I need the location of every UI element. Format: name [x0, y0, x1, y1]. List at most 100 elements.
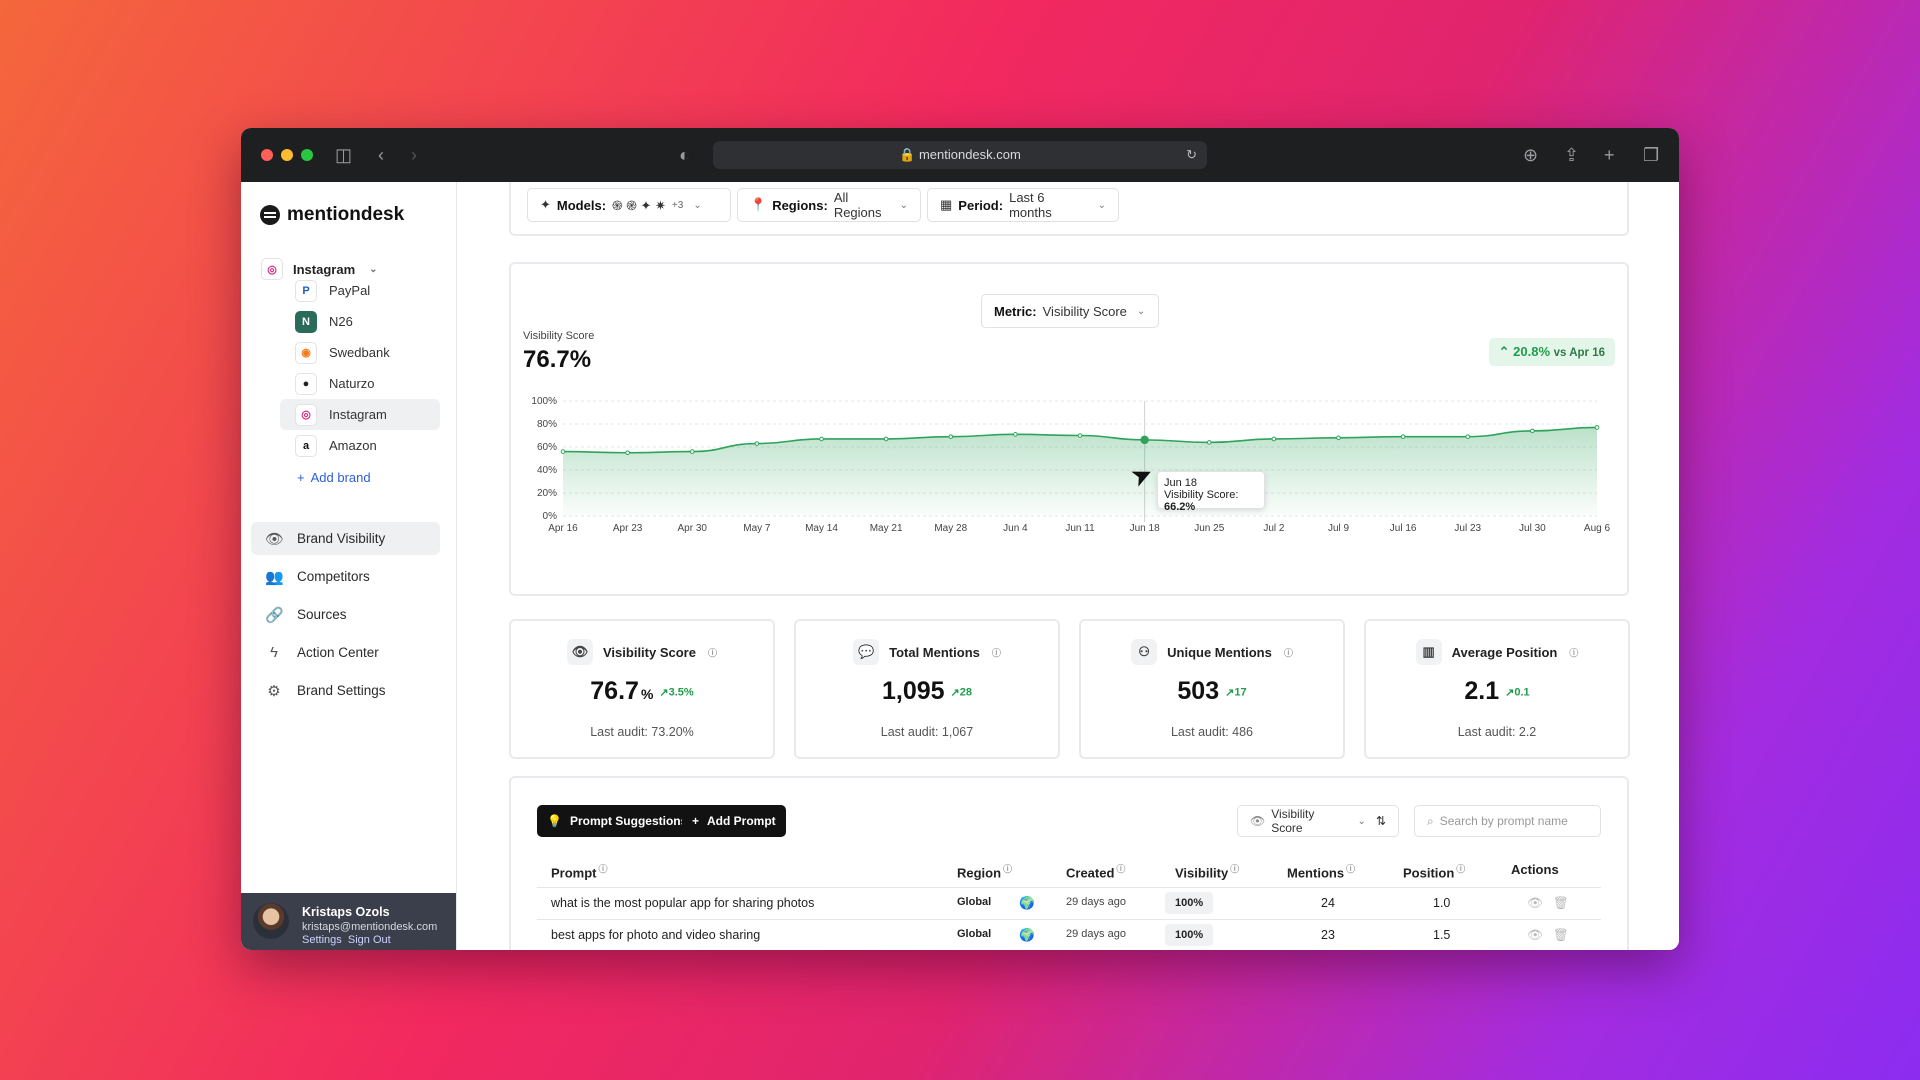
sort-order-icon[interactable]: ⇅ [1375, 814, 1386, 828]
column-header-actions: Actions [1511, 862, 1559, 877]
eye-icon: 👁 [265, 530, 285, 548]
prompt-search-input[interactable]: ⌕ Search by prompt name [1414, 805, 1601, 837]
period-filter[interactable]: ▦ Period: Last 6 months ⌄ [927, 188, 1119, 222]
main-content: ✦ Models: ֍ ֎ ✦ ✷ +3 ⌄ 📍 Regions: All Regi… [457, 182, 1679, 950]
privacy-shield-icon[interactable]: ◐ [679, 145, 690, 165]
sidebar-toggle-icon[interactable]: ◫ [335, 145, 353, 165]
brand-item-amazon[interactable]: a Amazon [280, 430, 440, 461]
nav-label: Sources [297, 607, 347, 622]
brand-item-n26[interactable]: N N26 [280, 306, 440, 337]
nav-sources[interactable]: 🔗 Sources [251, 598, 440, 631]
trend-up-icon: ↗ [1225, 686, 1235, 699]
y-tick-label: 100% [531, 396, 557, 407]
main-nav: 👁 Brand Visibility 👥 Competitors 🔗 Sources … [251, 522, 440, 712]
brand-label: Instagram [329, 407, 387, 422]
prompt-suggestions-button[interactable]: 💡 Prompt Suggestions [537, 805, 698, 837]
button-label: Prompt Suggestions [569, 814, 688, 828]
visibility-badge: 100% [1165, 892, 1214, 914]
trash-icon[interactable]: 🗑 [1553, 896, 1569, 910]
kpi-change: 28 [959, 686, 973, 699]
column-header-created[interactable]: Created ⓘ [1066, 862, 1125, 880]
column-header-mentions[interactable]: Mentions ⓘ [1287, 862, 1355, 880]
metric-value: Visibility Score [1042, 303, 1127, 319]
view-icon[interactable]: 👁 [1527, 896, 1543, 910]
close-window-button[interactable] [261, 149, 273, 161]
brand-switcher[interactable]: ◎ Instagram ⌄ [261, 258, 378, 280]
help-icon[interactable]: ⓘ [991, 647, 1001, 658]
chevron-down-icon: ⌄ [1136, 305, 1146, 317]
column-header-visibility[interactable]: Visibility ⓘ [1175, 862, 1239, 880]
help-icon[interactable]: ⓘ [1230, 864, 1240, 874]
help-icon[interactable]: ⓘ [1569, 647, 1579, 658]
brand-item-instagram[interactable]: ◎ Instagram [280, 399, 440, 430]
sign-out-link[interactable]: Sign Out [347, 934, 391, 946]
kpi-change: 0.1 [1514, 686, 1530, 699]
app-logo[interactable]: mentiondesk [260, 204, 404, 226]
kpi-value: 1,095 [881, 677, 945, 705]
column-header-prompt[interactable]: Prompt ⓘ [551, 862, 608, 880]
search-placeholder: Search by prompt name [1439, 814, 1568, 828]
settings-link[interactable]: Settings [302, 934, 342, 946]
kpi-unit: % [640, 686, 654, 702]
visibility-area-chart[interactable]: 0% 20% 40% 60% 80% 100% Apr 16 Apr 23 Apr 30 May … [511, 392, 1627, 592]
kpi-value: 503 [1177, 677, 1220, 705]
back-icon[interactable]: ‹ [378, 145, 384, 165]
minimize-window-button[interactable] [281, 149, 293, 161]
reload-icon[interactable]: ↻ [1186, 147, 1197, 162]
x-tick-label: Jun 4 [1003, 523, 1028, 534]
help-icon[interactable]: ⓘ [1003, 864, 1013, 874]
avatar[interactable] [253, 903, 289, 939]
mentions-value: 23 [1321, 928, 1335, 942]
sort-selector[interactable]: 👁 Visibility Score ⌄ ⇅ [1237, 805, 1399, 837]
column-header-position[interactable]: Position ⓘ [1403, 862, 1465, 880]
brand-item-paypal[interactable]: P PayPal [280, 275, 440, 306]
help-icon[interactable]: ⓘ [1456, 864, 1466, 874]
help-icon[interactable]: ⓘ [598, 864, 608, 874]
zoom-window-button[interactable] [301, 149, 313, 161]
column-header-region[interactable]: Region ⓘ [957, 862, 1012, 880]
brand-item-swedbank[interactable]: ◉ Swedbank [280, 337, 440, 368]
table-row[interactable]: best apps for photo and video sharing Gl… [537, 919, 1601, 950]
x-tick-label: Jul 2 [1263, 523, 1285, 534]
x-tick-label: Jun 25 [1194, 523, 1224, 534]
nav-competitors[interactable]: 👥 Competitors [251, 560, 440, 593]
share-icon[interactable]: ⇪ [1564, 145, 1580, 165]
nav-action-center[interactable]: ϟ Action Center [251, 636, 440, 669]
region-text: Global [957, 928, 992, 940]
new-tab-icon[interactable]: + [1604, 145, 1615, 165]
kpi-change: 17 [1234, 686, 1247, 699]
nav-label: Competitors [297, 569, 370, 584]
filter-bar: ✦ Models: ֍ ֎ ✦ ✷ +3 ⌄ 📍 Regions: All Regi… [509, 182, 1629, 236]
position-value: 1.5 [1433, 928, 1451, 942]
eye-icon: 👁 [567, 639, 593, 665]
brand-item-naturzo[interactable]: ● Naturzo [280, 368, 440, 399]
trash-icon[interactable]: 🗑 [1553, 928, 1569, 942]
nav-brand-settings[interactable]: ⚙ Brand Settings [251, 674, 440, 707]
address-bar[interactable]: 🔒 mentiondesk.com ↻ [713, 141, 1207, 169]
add-brand-link[interactable]: + Add brand [280, 463, 440, 491]
paypal-icon: P [295, 279, 317, 302]
help-icon[interactable]: ⓘ [1346, 864, 1356, 874]
header-label: Created [1066, 865, 1115, 881]
y-tick-label: 40% [537, 465, 557, 476]
nav-brand-visibility[interactable]: 👁 Brand Visibility [251, 522, 440, 555]
brand-label: N26 [329, 314, 353, 329]
help-icon[interactable]: ⓘ [1283, 647, 1293, 658]
view-icon[interactable]: 👁 [1527, 928, 1543, 942]
nav-label: Brand Visibility [297, 531, 386, 546]
help-icon[interactable]: ⓘ [1116, 864, 1126, 874]
chevron-down-icon: ⌄ [369, 263, 378, 275]
regions-filter[interactable]: 📍 Regions: All Regions ⌄ [737, 188, 921, 222]
kpi-change: 3.5% [668, 686, 694, 699]
metric-selector[interactable]: Metric: Visibility Score ⌄ [981, 294, 1159, 328]
browser-toolbar: ◫ ‹ › ◐ 🔒 mentiondesk.com ↻ ⊕ ⇪ + ❐ [241, 128, 1679, 182]
help-icon[interactable]: ⓘ [707, 647, 717, 658]
models-filter[interactable]: ✦ Models: ֍ ֎ ✦ ✷ +3 ⌄ [527, 188, 731, 222]
forward-icon[interactable]: › [411, 145, 417, 165]
add-prompt-button[interactable]: + Add Prompt [682, 805, 786, 837]
table-row[interactable]: what is the most popular app for sharing… [537, 887, 1601, 920]
lightbulb-icon: 💡 [547, 814, 562, 828]
downloads-icon[interactable]: ⊕ [1523, 145, 1539, 165]
kpi-title: Visibility Score [603, 644, 696, 660]
tab-overview-icon[interactable]: ❐ [1643, 145, 1660, 165]
